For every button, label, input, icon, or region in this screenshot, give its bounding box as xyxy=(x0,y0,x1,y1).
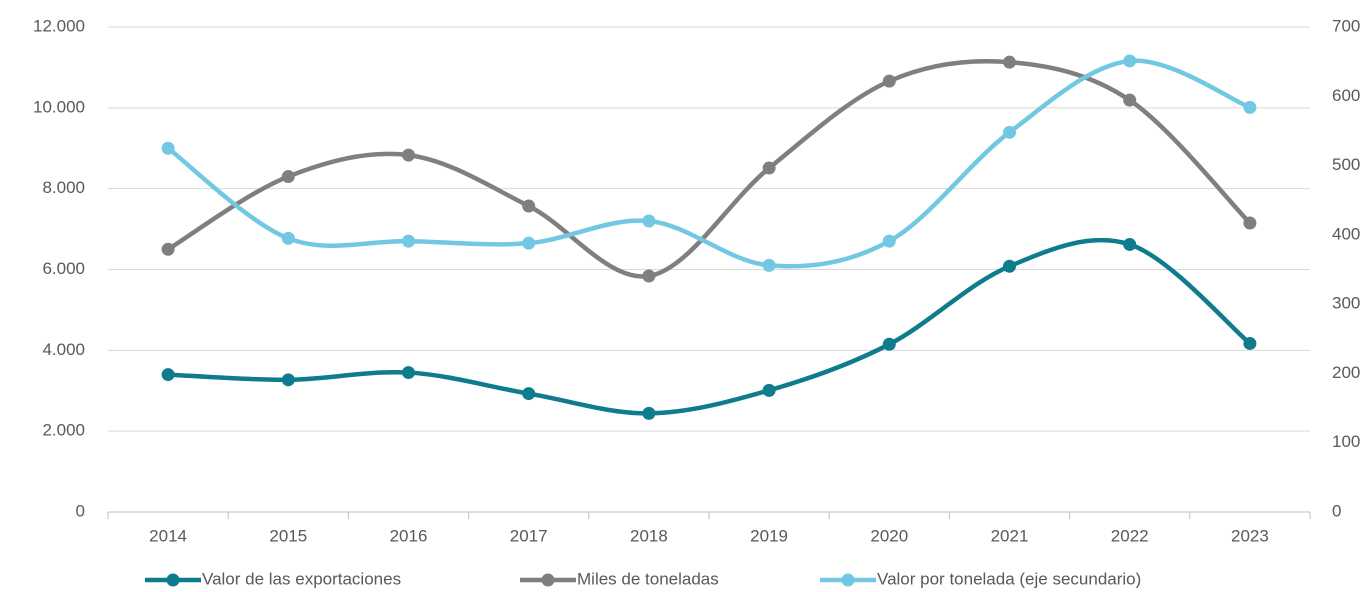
y-tick-label: 12.000 xyxy=(33,16,85,35)
point xyxy=(762,383,776,397)
point xyxy=(281,231,295,245)
legend-label: Miles de toneladas xyxy=(577,569,719,588)
legend-marker xyxy=(541,573,555,587)
point xyxy=(402,148,415,162)
series-line xyxy=(168,237,1252,416)
y-tick-label: 8.000 xyxy=(42,178,85,197)
point xyxy=(1123,54,1137,68)
x-tick-label: 2014 xyxy=(149,526,187,545)
series-line xyxy=(166,58,1251,269)
y2-tick-label: 400 xyxy=(1332,224,1360,243)
point xyxy=(1123,93,1137,107)
point xyxy=(161,242,175,256)
point xyxy=(882,337,896,351)
point xyxy=(402,234,415,248)
legend-marker xyxy=(166,573,180,587)
y2-tick-label: 300 xyxy=(1332,294,1360,313)
point xyxy=(1243,100,1257,114)
y-tick-label: 0 xyxy=(76,501,85,520)
point xyxy=(1003,125,1016,139)
y-tick-label: 6.000 xyxy=(42,259,85,278)
point xyxy=(762,161,776,175)
point xyxy=(522,199,536,213)
point xyxy=(1243,336,1257,350)
x-tick-label: 2015 xyxy=(269,526,307,545)
point xyxy=(882,234,896,248)
point xyxy=(762,258,776,272)
y-tick-label: 2.000 xyxy=(42,421,85,440)
x-tick-label: 2022 xyxy=(1111,526,1149,545)
point xyxy=(161,141,175,155)
point xyxy=(1123,237,1137,251)
y-tick-label: 10.000 xyxy=(33,97,85,116)
point xyxy=(882,74,896,88)
point xyxy=(402,366,415,380)
x-tick-label: 2016 xyxy=(390,526,428,545)
x-tick-label: 2021 xyxy=(991,526,1029,545)
legend-marker xyxy=(841,573,855,587)
y2-tick-label: 200 xyxy=(1332,363,1360,382)
point xyxy=(522,387,536,401)
point xyxy=(522,236,536,250)
point xyxy=(1003,259,1016,273)
x-tick-label: 2023 xyxy=(1231,526,1269,545)
point xyxy=(642,269,656,283)
y2-tick-label: 700 xyxy=(1332,16,1360,35)
point xyxy=(281,373,295,387)
x-tick-label: 2018 xyxy=(630,526,668,545)
y-tick-label: 4.000 xyxy=(42,340,85,359)
point xyxy=(281,170,295,184)
series-line xyxy=(166,58,1252,279)
point xyxy=(161,368,175,382)
y2-tick-label: 500 xyxy=(1332,155,1360,174)
point xyxy=(1243,216,1257,230)
point xyxy=(642,214,656,228)
y2-tick-label: 0 xyxy=(1332,501,1341,520)
point xyxy=(642,406,656,420)
x-tick-label: 2020 xyxy=(870,526,908,545)
y2-tick-label: 100 xyxy=(1332,432,1360,451)
legend-label: Valor de las exportaciones xyxy=(202,569,401,588)
x-tick-label: 2017 xyxy=(510,526,548,545)
legend-label: Valor por tonelada (eje secundario) xyxy=(877,569,1141,588)
y2-tick-label: 600 xyxy=(1332,86,1360,105)
point xyxy=(1003,55,1016,69)
x-tick-label: 2019 xyxy=(750,526,788,545)
